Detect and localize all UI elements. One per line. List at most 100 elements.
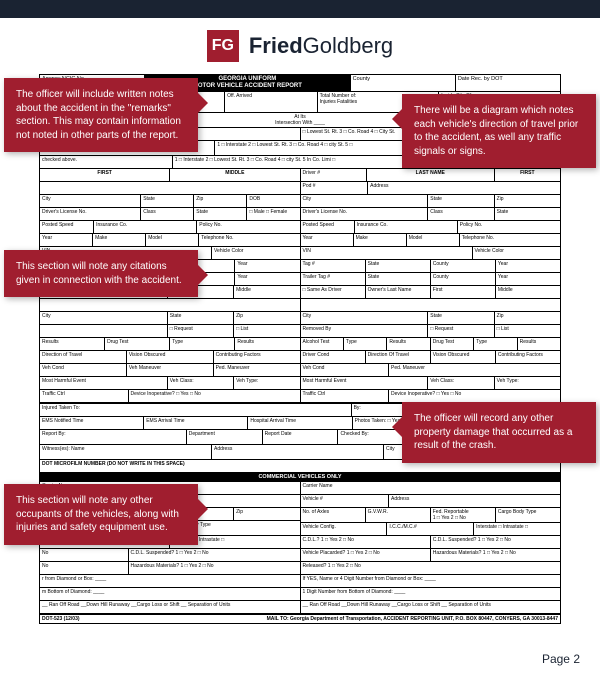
d2-tagco: County <box>431 260 496 272</box>
cv2-cdls: C.D.L. Suspended? 1 □ Yes 2 □ No <box>431 536 560 548</box>
cv2-int: Interstate □ Intrastate □ <box>474 523 560 535</box>
hosp-arr: Hospital Arrival Time <box>248 417 352 429</box>
cv2-plc: Vehicle Placarded? 1 □ Yes 2 □ No <box>301 549 431 561</box>
cv2-cfg: Vehicle Config. <box>301 523 388 535</box>
d1-drug: Drug Test <box>105 338 170 350</box>
d1-class: Class <box>141 208 194 220</box>
content-wrap: The officer will include written notes a… <box>0 74 600 644</box>
witness: Witness(es): Name <box>40 445 212 459</box>
d1-pm: Ped. Maneuver <box>214 364 300 376</box>
d2-drug: Drug Test <box>431 338 474 350</box>
d1-city: City <box>40 195 141 207</box>
driver-right: Driver # LAST NAME FIRST Pod # Address C… <box>301 169 561 403</box>
d2-dls: State <box>495 208 560 220</box>
d2-ozip: Zip <box>495 312 560 324</box>
d1-ocity: City <box>40 312 168 324</box>
rdate: Report Date <box>263 430 339 444</box>
cv1-cdl1: No <box>40 549 129 561</box>
cv1-cdls: C.D.L. Suspended? 1 □ Yes 2 □ No <box>129 549 300 561</box>
d1-policy: Policy No. <box>197 221 299 233</box>
cv2-vno: Vehicle # <box>301 495 390 507</box>
d1-vis: Vision Obscured <box>127 351 214 363</box>
cv2-ax: No. of Axles <box>301 508 366 522</box>
d2-dres: Results <box>518 338 560 350</box>
callout-remarks: The officer will include written notes a… <box>4 78 198 152</box>
d2-tagst: State <box>366 260 431 272</box>
d2-tc: Traffic Ctrl <box>301 390 390 402</box>
cv1-ran: __ Ran Off Road __Down Hill Runaway __Ca… <box>40 601 300 613</box>
d1-year: Year <box>40 234 93 246</box>
d2-dot: Direction Of Travel <box>366 351 431 363</box>
county-cell: County <box>351 75 456 91</box>
ems-arr: EMS Arrival Time <box>144 417 248 429</box>
d1-ins: Insurance Co. <box>94 221 197 233</box>
d2-dln: Driver's License No. <box>301 208 429 220</box>
cv1-haz: Hazardous Materials? 1 □ Yes 2 □ No <box>129 562 300 574</box>
d1-blank <box>40 182 300 194</box>
fat-label: Fatalities <box>337 99 357 105</box>
offarr-cell: Off. Arrived <box>225 92 318 112</box>
d1-vcl: Veh Class: <box>168 377 234 389</box>
d1-trlyr: Year <box>235 273 299 285</box>
d2-state: State <box>428 195 494 207</box>
d1-first: FIRST <box>40 169 170 181</box>
logo-text: FriedGoldberg <box>249 33 393 59</box>
d2-vty: Veh Type: <box>495 377 560 389</box>
d2-req: □ Request <box>428 325 494 337</box>
d2-mh: Most Harmful Event <box>301 377 429 389</box>
d2-tel: Telephone No. <box>460 234 560 246</box>
cv2-ran: __ Ran Off Road __Down Hill Runaway __Ca… <box>301 601 561 613</box>
cv-right: Carrier Name Vehicle # Address No. of Ax… <box>301 482 561 614</box>
cv1-dia: r from Diamond or Box: ____ <box>40 575 300 587</box>
cv2-carrier: Carrier Name <box>301 482 561 494</box>
d2-trlyr: Year <box>496 273 560 285</box>
mailto: MAIL TO: Georgia Department of Transport… <box>267 616 558 622</box>
d2-ins: Insurance Co. <box>355 221 458 233</box>
d1-sex: □ Male □ Female <box>247 208 299 220</box>
form-no: DOT-523 (12/03) <box>42 616 80 622</box>
ems-not: EMS Notified Time <box>40 417 144 429</box>
inj-label: Injuries <box>320 99 336 105</box>
cv1-zip: Zip <box>234 508 299 520</box>
cv2-rel: Released? 1 □ Yes 2 □ No <box>301 562 561 574</box>
d1-lst: □ List <box>234 325 299 337</box>
d2-ocity: City <box>301 312 429 324</box>
d2-posted: Posted Speed <box>301 221 355 233</box>
logo-badge: FG <box>207 30 239 62</box>
d2-make: Make <box>354 234 407 246</box>
d1-dln: Driver's License No. <box>40 208 141 220</box>
wit-addr: Address <box>212 445 384 459</box>
cv2-fed: Fed. Reportable 1 □ Yes 2 □ No <box>431 508 496 522</box>
d2-last: LAST NAME <box>367 169 495 181</box>
d1-make: Make <box>93 234 146 246</box>
d2-zip: Zip <box>495 195 560 207</box>
dept: Department <box>187 430 263 444</box>
d1-rem <box>40 325 168 337</box>
logo-row: FG FriedGoldberg <box>0 18 600 74</box>
d2-lst: □ List <box>495 325 560 337</box>
cv2-fedy: 1 □ Yes 2 □ No <box>433 515 493 521</box>
d2-policy: Policy No. <box>458 221 560 233</box>
d2-dno: Driver # <box>301 169 367 181</box>
logo-bold: Fried <box>249 33 303 58</box>
d2-tagyr: Year <box>496 260 560 272</box>
d2-year: Year <box>301 234 354 246</box>
d1-dtype: Type <box>170 338 235 350</box>
d1-zip: Zip <box>194 195 247 207</box>
callout-diagram: There will be a diagram which notes each… <box>402 94 596 168</box>
d2-dtype: Type <box>474 338 517 350</box>
d2-vcolor: Vehicle Color <box>473 247 561 259</box>
callout-property: The officer will record any other proper… <box>402 402 596 463</box>
page-footer: Page 2 <box>0 644 600 674</box>
d2-tag: Tag # <box>301 260 366 272</box>
cv2-haz: Hazardous Materials? 1 □ Yes 2 □ No <box>431 549 560 561</box>
d2-city: City <box>301 195 429 207</box>
d2-di: Device Inoperative? □ Yes □ No <box>389 390 560 402</box>
checked-cell: checked above. <box>40 156 173 168</box>
d1-model: Model <box>146 234 199 246</box>
d2-vc: Veh Cond <box>301 364 390 376</box>
d2-con: Contributing Factors <box>496 351 560 363</box>
d1-tel: Telephone No. <box>199 234 299 246</box>
d2-trlco: County <box>431 273 496 285</box>
d2-om: Middle <box>496 286 560 298</box>
